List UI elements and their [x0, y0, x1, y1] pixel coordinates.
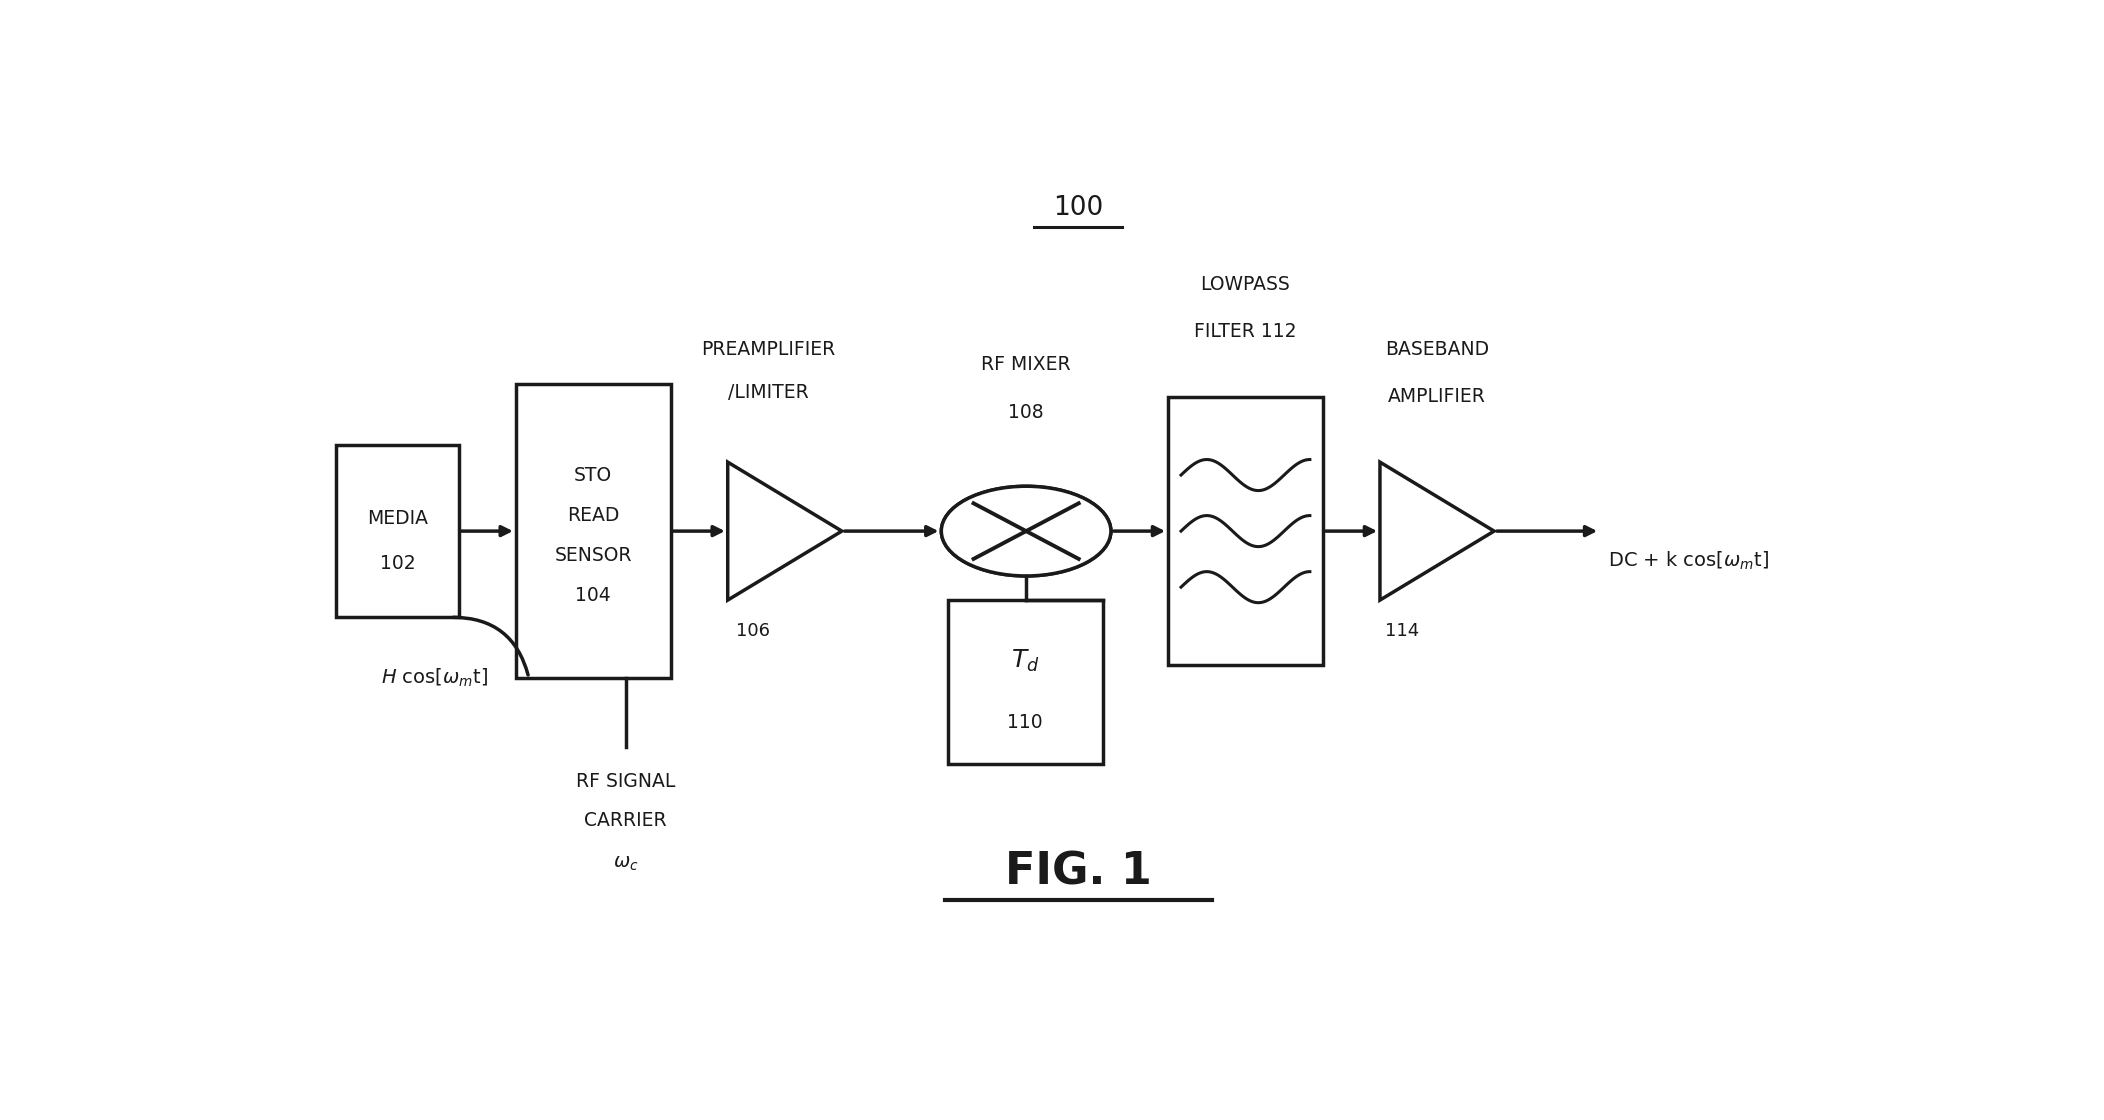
Circle shape [940, 486, 1111, 576]
Text: 108: 108 [1008, 402, 1044, 421]
Text: FIG. 1: FIG. 1 [1006, 850, 1151, 894]
Text: SENSOR: SENSOR [555, 545, 631, 564]
Text: 110: 110 [1008, 713, 1044, 732]
Text: READ: READ [566, 506, 619, 525]
FancyBboxPatch shape [947, 600, 1102, 764]
Text: DC + k cos[$\omega_m$t]: DC + k cos[$\omega_m$t] [1607, 550, 1769, 572]
FancyBboxPatch shape [1168, 398, 1323, 665]
Text: 114: 114 [1384, 622, 1418, 640]
Polygon shape [1380, 463, 1494, 600]
Polygon shape [728, 463, 842, 600]
Text: AMPLIFIER: AMPLIFIER [1389, 388, 1485, 407]
Text: $T_d$: $T_d$ [1012, 647, 1039, 674]
FancyBboxPatch shape [337, 445, 459, 617]
Text: FILTER 112: FILTER 112 [1195, 323, 1296, 342]
Text: 100: 100 [1054, 195, 1102, 221]
Text: $H$ cos[$\omega_m$t]: $H$ cos[$\omega_m$t] [381, 666, 488, 689]
Text: 102: 102 [379, 554, 414, 573]
Text: RF MIXER: RF MIXER [980, 355, 1071, 374]
Text: RF SIGNAL: RF SIGNAL [576, 772, 675, 791]
Text: STO: STO [574, 466, 612, 485]
Text: PREAMPLIFIER: PREAMPLIFIER [701, 339, 835, 358]
Text: /LIMITER: /LIMITER [728, 383, 808, 402]
Text: MEDIA: MEDIA [366, 508, 427, 528]
Text: LOWPASS: LOWPASS [1201, 274, 1290, 293]
FancyBboxPatch shape [515, 384, 671, 678]
Text: BASEBAND: BASEBAND [1384, 339, 1490, 358]
Text: CARRIER: CARRIER [585, 811, 667, 830]
Text: $\omega_c$: $\omega_c$ [612, 853, 640, 872]
Text: 106: 106 [736, 622, 770, 640]
Circle shape [940, 486, 1111, 576]
Text: 104: 104 [574, 586, 610, 605]
